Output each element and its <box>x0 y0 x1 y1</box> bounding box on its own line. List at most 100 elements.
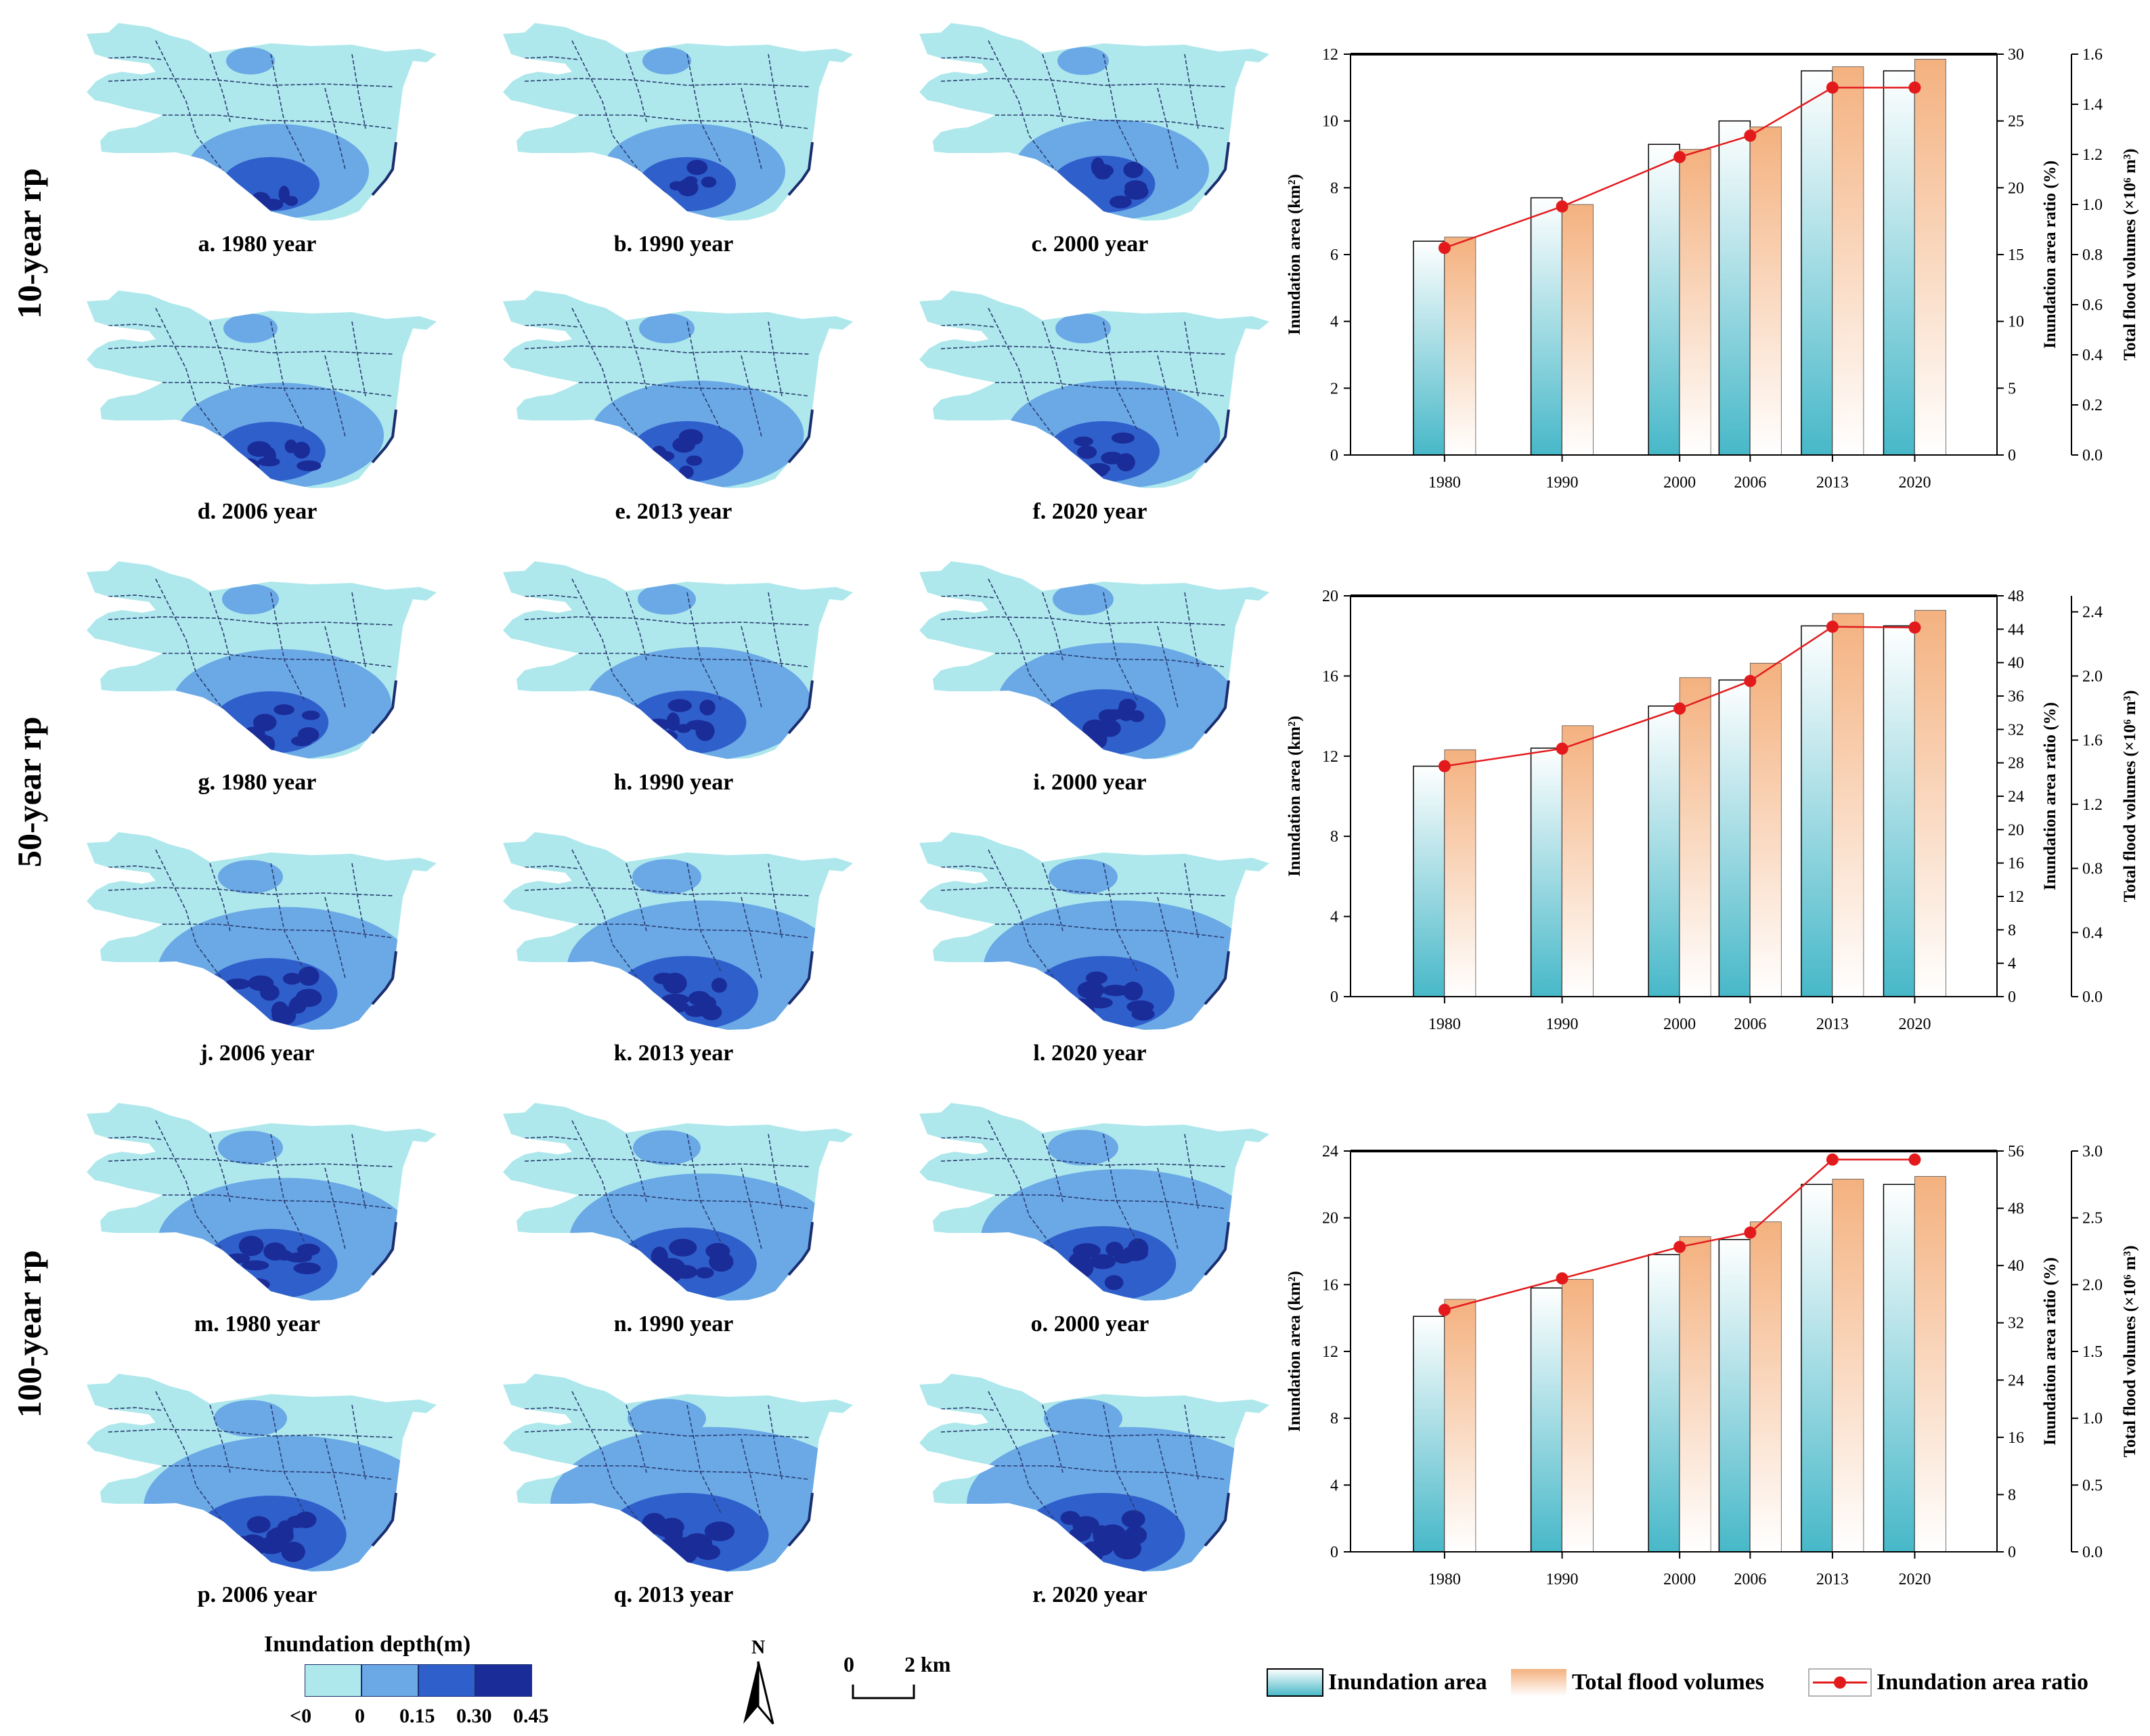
y3-tick-label: 0.4 <box>2082 347 2103 364</box>
depth-zone-030 <box>699 699 716 716</box>
depth-zone-030 <box>659 1517 684 1536</box>
y-tick-label: 2 <box>1330 380 1338 397</box>
map-road <box>988 1120 1077 1277</box>
map-river <box>787 1492 814 1547</box>
inundation-map <box>87 561 437 759</box>
map-road <box>988 578 1077 735</box>
map-road <box>940 56 996 60</box>
map-road <box>940 1158 1226 1167</box>
depth-zone-030 <box>686 160 708 175</box>
map-road <box>324 87 346 170</box>
bar-inundation-area <box>1648 144 1680 456</box>
depth-zone-030 <box>292 441 311 459</box>
bar-total-flood-volume <box>1562 1279 1594 1553</box>
depth-zone-030 <box>1121 1246 1148 1261</box>
y-tick-label: 4 <box>1330 313 1338 331</box>
map-road <box>1042 863 1063 932</box>
map-caption: m. 1980 year <box>194 1311 320 1337</box>
legend-item-area: Inundation area <box>1266 1666 1487 1699</box>
ratio-line <box>1444 87 1915 249</box>
inundation-map <box>919 23 1269 221</box>
depth-zone-015 <box>605 1493 769 1571</box>
map-road <box>524 78 810 87</box>
y-tick-label: 4 <box>1330 909 1338 926</box>
x-tick-label: 1980 <box>1428 474 1461 492</box>
map-panel: o. 2000 year <box>900 1093 1279 1337</box>
map-road <box>768 592 783 668</box>
map-road <box>626 592 647 661</box>
map-caption: k. 2013 year <box>613 1041 734 1066</box>
y3-tick-label: 0.5 <box>2082 1477 2103 1494</box>
depth-zone-030 <box>665 1268 682 1282</box>
map-caption: f. 2020 year <box>1032 499 1147 524</box>
y-tick-label: 12 <box>1322 46 1338 64</box>
map-road <box>768 863 783 938</box>
map-road <box>524 56 579 60</box>
bar-total-flood-volume <box>1444 749 1476 997</box>
bar-total-flood-volume <box>1444 1299 1476 1553</box>
depth-zone-030 <box>701 176 717 188</box>
map-road <box>626 321 647 390</box>
row-label-100-year: 100-year rp <box>10 1250 48 1418</box>
bar-inundation-area <box>1883 625 1916 997</box>
map-caption: n. 1990 year <box>613 1311 734 1337</box>
map-road <box>108 887 393 896</box>
chart-svg: 04812162024081624324048560.00.51.01.52.0… <box>1286 1143 2139 1588</box>
map-road <box>108 56 163 60</box>
y-tick-label: 10 <box>1322 113 1338 131</box>
map-road <box>351 321 366 397</box>
bar-total-flood-volume <box>1562 725 1594 997</box>
bar-total-flood-volume <box>1832 66 1864 456</box>
map-river <box>787 1221 814 1276</box>
map-road <box>524 324 579 328</box>
depth-zone-030 <box>1111 432 1135 444</box>
x-tick-label: 2000 <box>1663 1571 1696 1588</box>
map-panel: k. 2013 year <box>484 823 863 1066</box>
x-tick-label: 1990 <box>1546 1571 1579 1588</box>
bar-inundation-area <box>1801 625 1833 997</box>
map-road <box>1157 896 1179 979</box>
y-tick-label: 16 <box>1322 668 1338 685</box>
legend-item-ratio: Inundation area ratio <box>1807 1666 2088 1699</box>
depth-zone-030 <box>1085 971 1108 984</box>
bar-inundation-area <box>1530 747 1563 997</box>
y2-axis-title: Inundation area ratio (%) <box>2041 160 2059 349</box>
depth-zone-030 <box>285 1252 312 1263</box>
map-river <box>371 1221 397 1276</box>
bar-total-flood-volume <box>1679 149 1711 456</box>
y3-tick-label: 1.6 <box>2082 46 2103 64</box>
map-road <box>155 307 244 464</box>
depth-zone-030 <box>293 1262 321 1275</box>
depth-zone-030 <box>243 1278 270 1291</box>
y3-tick-label: 1.0 <box>2082 1410 2103 1428</box>
y-tick-label: 20 <box>1322 588 1338 605</box>
y2-tick-label: 24 <box>2008 1372 2024 1389</box>
map-river <box>787 951 814 1005</box>
depth-zone-030 <box>678 465 694 479</box>
depth-zone-015 <box>628 691 747 754</box>
y2-axis-title: Inundation area ratio (%) <box>2041 702 2059 890</box>
inundation-map <box>503 23 853 221</box>
map-river <box>1204 142 1230 196</box>
depth-tick-015: 0.15 <box>399 1705 435 1727</box>
depth-zone-030 <box>1131 1007 1155 1021</box>
map-road <box>108 324 163 328</box>
y-tick-label: 0 <box>1330 1544 1338 1561</box>
map-road <box>1103 863 1138 972</box>
map-road <box>209 592 231 661</box>
map-road <box>1042 53 1063 123</box>
map-panel: h. 1990 year <box>484 552 863 795</box>
inundation-map <box>919 1374 1269 1571</box>
depth-zone-030 <box>666 712 680 731</box>
map-river <box>787 680 814 735</box>
ratio-point <box>1826 620 1839 633</box>
y3-axis-title: Total flood volumes (×10⁶ m³) <box>2121 1245 2139 1457</box>
bar-total-flood-volume <box>1679 1236 1711 1553</box>
map-road <box>741 896 762 979</box>
map-road <box>108 594 163 599</box>
y3-tick-label: 1.0 <box>2082 196 2103 214</box>
y-axis-title: Inundation area (km²) <box>1286 716 1304 877</box>
depth-zone-030 <box>230 1536 253 1556</box>
y3-tick-label: 0.0 <box>2082 447 2103 464</box>
map-road <box>741 87 762 170</box>
